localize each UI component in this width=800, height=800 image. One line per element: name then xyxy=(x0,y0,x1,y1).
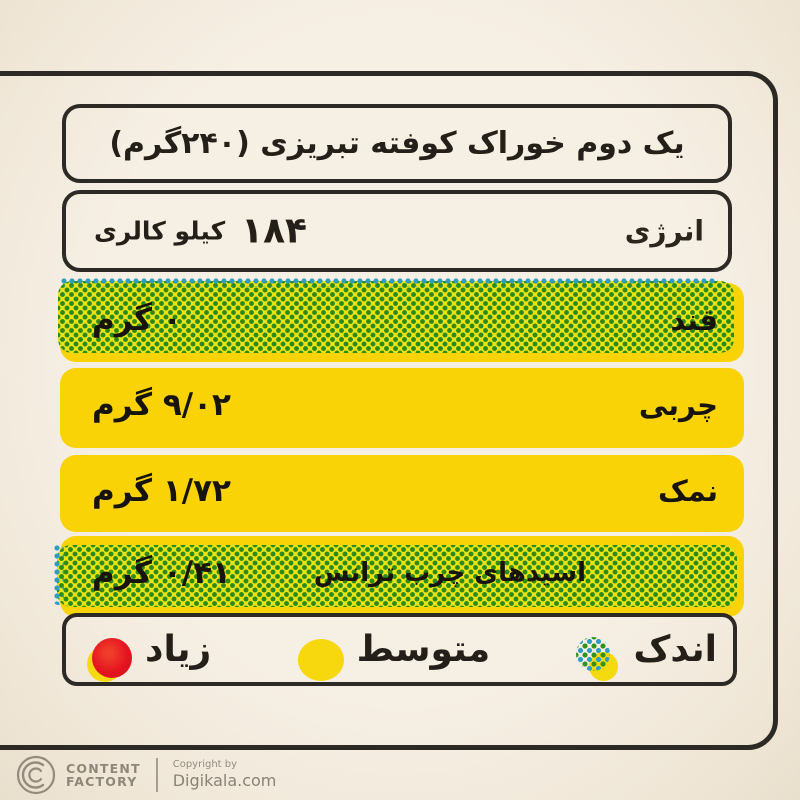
nutrient-name: قند xyxy=(670,302,718,337)
nutrient-row-trans-fat: اسیدهای چرب ترانس ۰/۴۱ گرم xyxy=(53,536,744,617)
serving-title: یک دوم خوراک کوفته تبریزی (۲۴۰گرم) xyxy=(109,126,685,161)
legend-box: اندک متوسط زیاد xyxy=(62,613,737,686)
content-factory-logo-icon xyxy=(16,755,56,795)
green-halftone-layer xyxy=(58,281,734,353)
energy-label: انرژی xyxy=(624,214,704,248)
nutrient-row-text: نمک ۱/۷۲ گرم xyxy=(60,455,744,532)
watermark-brand-line1: CONTENT xyxy=(66,760,141,776)
legend-medium-label: متوسط xyxy=(356,629,491,670)
watermark-site: Digikala.com xyxy=(172,771,277,791)
serving-title-box: یک دوم خوراک کوفته تبریزی (۲۴۰گرم) xyxy=(62,104,732,183)
medium-yellow-dot-icon xyxy=(297,638,344,681)
energy-row: انرژی ۱۸۴ کیلو کالری xyxy=(62,190,732,272)
legend-low-label: اندک xyxy=(633,629,717,670)
nutrient-value: ۰ گرم xyxy=(92,301,182,338)
nutrient-value: ۱/۷۲ گرم xyxy=(92,472,231,509)
watermark-copyright: Copyright by xyxy=(172,759,238,771)
watermark-brand-line2: FACTORY xyxy=(66,774,138,789)
cyan-misprint-fringe xyxy=(60,277,718,287)
nutrient-row-fat: چربی ۹/۰۲ گرم xyxy=(60,368,744,448)
nutrient-value: ۹/۰۲ گرم xyxy=(92,387,231,423)
watermark-copyright-block: Copyright by Digikala.com xyxy=(173,759,277,790)
energy-unit: کیلو کالری xyxy=(94,216,226,246)
nutrient-name: چربی xyxy=(638,388,718,422)
legend-high-label: زیاد xyxy=(145,629,212,670)
energy-value: ۱۸۴ کیلو کالری xyxy=(94,211,307,252)
nutrient-row-text: چربی ۹/۰۲ گرم xyxy=(60,368,744,448)
watermark-divider xyxy=(155,758,158,792)
nutrient-name: اسیدهای چرب ترانس xyxy=(313,557,586,588)
legend-item-medium: متوسط xyxy=(297,629,491,681)
legend-items: اندک متوسط زیاد xyxy=(66,617,733,682)
legend-item-high: زیاد xyxy=(87,629,212,682)
nutrient-value: ۰/۴۱ گرم xyxy=(92,554,231,591)
nutrient-row-text: قند ۰ گرم xyxy=(60,283,744,362)
watermark: CONTENT FACTORY Copyright by Digikala.co… xyxy=(15,753,276,797)
label-outer-frame xyxy=(0,71,778,750)
low-green-dot-icon xyxy=(576,636,620,681)
nutrient-name: نمک xyxy=(657,473,718,508)
legend-item-low: اندک xyxy=(576,628,717,681)
watermark-brand: CONTENT FACTORY xyxy=(66,762,141,788)
high-red-dot-icon xyxy=(87,637,133,682)
green-halftone-layer xyxy=(57,545,737,607)
nutrient-row-sugar: قند ۰ گرم xyxy=(58,277,744,362)
cyan-misprint-fringe xyxy=(53,544,64,605)
nutrient-row-text: اسیدهای چرب ترانس ۰/۴۱ گرم xyxy=(60,536,744,617)
energy-amount: ۱۸۴ xyxy=(241,210,308,252)
nutrient-row-salt: نمک ۱/۷۲ گرم xyxy=(60,455,744,532)
